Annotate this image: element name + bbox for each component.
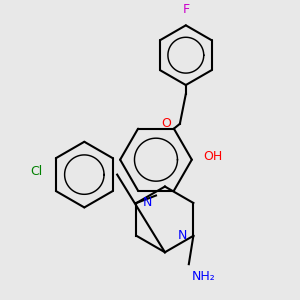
Text: N: N <box>178 229 188 242</box>
Text: Cl: Cl <box>30 165 43 178</box>
Text: F: F <box>182 3 189 16</box>
Text: NH₂: NH₂ <box>192 270 215 283</box>
Text: N: N <box>142 196 152 209</box>
Text: OH: OH <box>204 150 223 163</box>
Text: O: O <box>161 117 171 130</box>
